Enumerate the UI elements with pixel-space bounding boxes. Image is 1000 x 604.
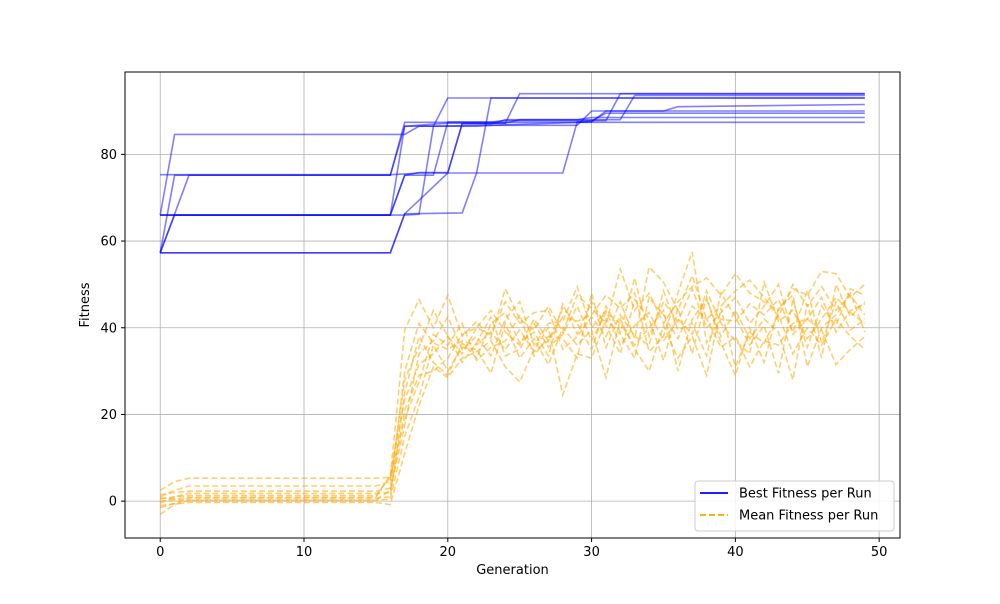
x-tick-label: 10 bbox=[296, 545, 313, 560]
mean-fitness-line bbox=[160, 287, 866, 500]
legend: Best Fitness per Run Mean Fitness per Ru… bbox=[694, 480, 895, 532]
mean-fitness-line bbox=[160, 281, 866, 500]
best-fitness-line bbox=[159, 121, 865, 254]
mean-fitness-line bbox=[159, 265, 866, 498]
best-fitness-line bbox=[160, 116, 865, 216]
y-tick-label: 60 bbox=[100, 235, 117, 250]
mean-fitness-line bbox=[159, 266, 866, 491]
x-tick-label: 0 bbox=[156, 545, 164, 560]
x-tick-label: 40 bbox=[727, 545, 744, 560]
legend-box bbox=[694, 480, 895, 532]
x-tick-label: 20 bbox=[440, 545, 457, 560]
legend-label-mean: Mean Fitness per Run bbox=[739, 509, 878, 524]
x-axis-label: Generation bbox=[476, 563, 549, 578]
grid bbox=[125, 72, 900, 538]
mean-fitness-line bbox=[159, 277, 866, 505]
mean-fitness-line bbox=[160, 279, 866, 502]
ticks: 0 10 20 30 40 50 0 20 40 60 80 bbox=[100, 148, 887, 560]
mean-fitness-line bbox=[160, 251, 866, 496]
legend-label-best: Best Fitness per Run bbox=[739, 487, 872, 502]
best-fitness-line bbox=[159, 110, 865, 216]
x-tick-label: 50 bbox=[871, 545, 888, 560]
plot-frame bbox=[124, 71, 901, 539]
best-fitness-line bbox=[159, 92, 865, 254]
best-fitness-line bbox=[160, 103, 865, 216]
y-tick-label: 0 bbox=[109, 495, 117, 510]
mean-fitness-line bbox=[160, 295, 866, 507]
series-layer bbox=[159, 92, 866, 515]
best-fitness-line bbox=[160, 112, 865, 254]
y-tick-label: 40 bbox=[100, 321, 117, 336]
y-tick-label: 20 bbox=[100, 408, 117, 423]
x-tick-label: 30 bbox=[583, 545, 600, 560]
y-tick-label: 80 bbox=[100, 148, 117, 163]
y-axis-label: Fitness bbox=[78, 282, 93, 327]
